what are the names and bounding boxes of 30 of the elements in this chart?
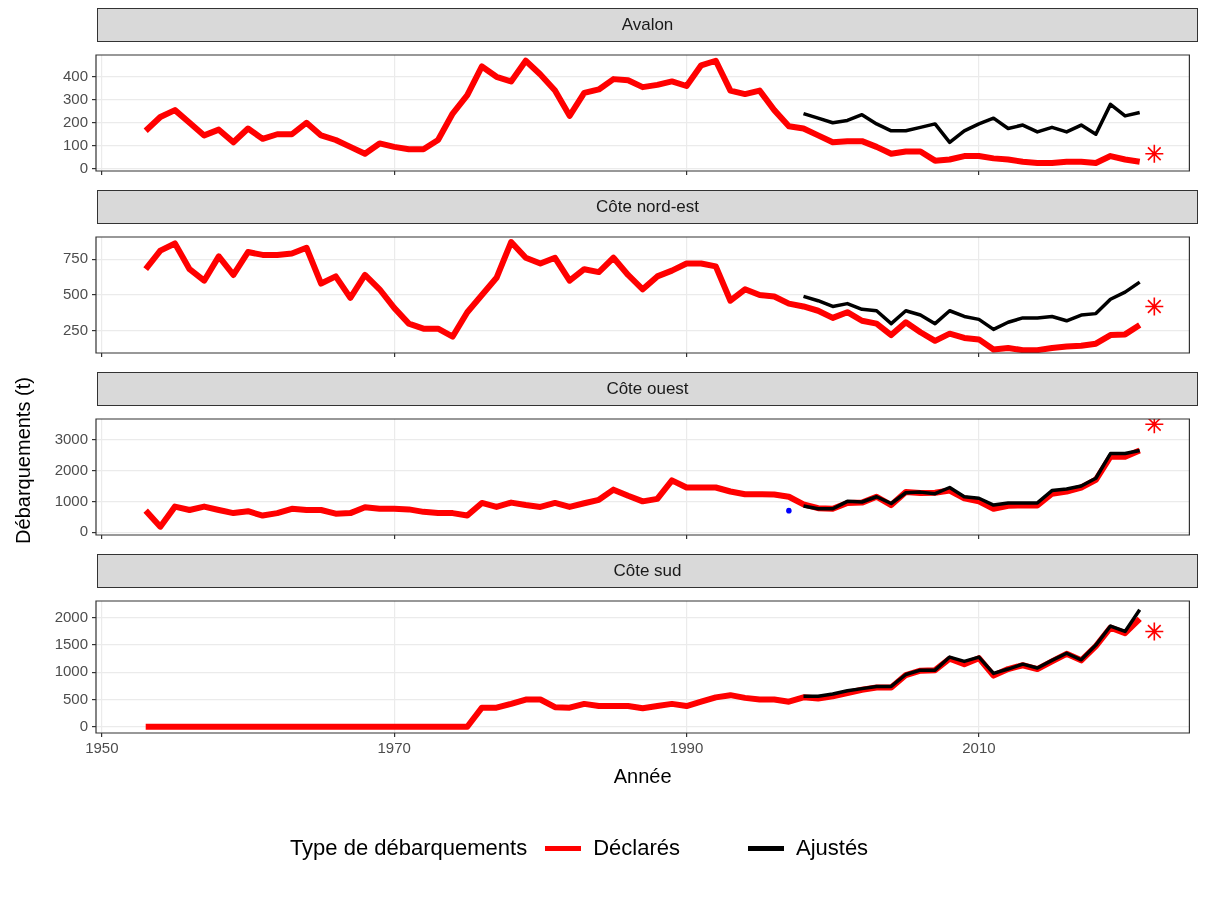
- y-tick-label: 1000: [54, 662, 88, 680]
- chart-title: Côte nord-est: [97, 190, 1198, 224]
- y-tick-label: 400: [62, 66, 88, 84]
- chart-title: Côte sud: [97, 554, 1198, 588]
- y-tick-label: 0: [79, 158, 88, 176]
- y-tick-label: 750: [62, 249, 88, 267]
- x-tick-label: 2010: [962, 739, 996, 757]
- y-tick-label: 2000: [54, 460, 88, 478]
- x-tick-label: 1970: [377, 739, 411, 757]
- y-tick-label: 300: [62, 89, 88, 107]
- y-tick-label: 0: [79, 716, 88, 734]
- y-tick-label: 0: [79, 522, 88, 540]
- x-axis-title: Année: [613, 764, 672, 787]
- y-tick-label: 1000: [54, 491, 88, 509]
- chart-title: Avalon: [97, 8, 1198, 42]
- y-tick-label: 3000: [54, 429, 88, 447]
- y-tick-label: 200: [62, 112, 88, 130]
- y-tick-label: 100: [62, 135, 88, 153]
- y-tick-label: 500: [62, 689, 88, 707]
- x-tick-label: 1990: [669, 739, 704, 757]
- x-tick-label: 1950: [85, 739, 119, 757]
- y-tick-label: 1500: [54, 635, 88, 653]
- y-tick-label: 2000: [54, 608, 88, 626]
- legend-title: Type de débarquements: [289, 835, 528, 861]
- chart-title: Côte ouest: [97, 372, 1198, 406]
- y-axis-title: Débarquements (t): [11, 376, 35, 544]
- y-tick-label: 500: [62, 285, 88, 303]
- legend-label: Déclarés: [593, 835, 680, 861]
- y-tick-label: 250: [62, 320, 88, 338]
- legend-label: Ajustés: [795, 835, 869, 861]
